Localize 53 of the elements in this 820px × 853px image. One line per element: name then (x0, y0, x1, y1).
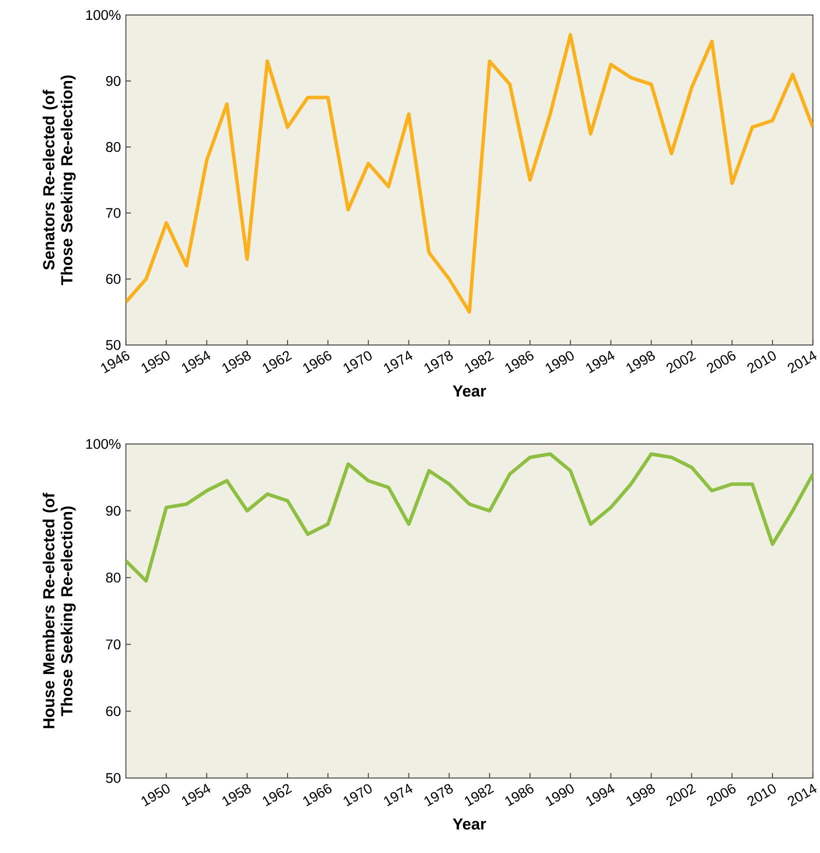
y-tick-label: 80 (106, 142, 121, 152)
x-tick-label: 1986 (505, 351, 534, 374)
x-tick-label: 1974 (384, 784, 412, 806)
line-series (126, 33, 813, 314)
line-series (126, 452, 813, 583)
x-tick-label: 1990 (546, 351, 574, 374)
y-axis-title: House Members Re-elected (of Those Seeking Re-election) (42, 492, 76, 728)
x-tick-label: 1998 (626, 351, 655, 374)
x-tick-label: 1990 (546, 784, 574, 806)
x-tick-label: 1982 (464, 351, 494, 374)
x-tick-label: 1962 (262, 351, 292, 374)
x-tick-label: 2002 (666, 784, 696, 806)
y-tick-label: 100% (86, 10, 121, 20)
y-tick-label: 50 (106, 773, 121, 783)
y-tick-label: 70 (106, 639, 121, 650)
y-tick-label: 60 (106, 274, 121, 284)
x-tick-label: 1946 (101, 351, 130, 374)
x-tick-label: 1954 (182, 350, 210, 374)
x-tick-label: 2006 (707, 784, 736, 806)
x-tick-label: 1962 (262, 784, 292, 806)
x-tick-label: 2006 (707, 351, 736, 374)
x-tick-label: 1958 (222, 351, 251, 374)
x-tick-label: 1966 (303, 351, 332, 374)
x-tick-label: 1974 (384, 350, 412, 374)
x-tick-label: 1950 (142, 351, 170, 374)
x-tick-label: 1950 (142, 784, 170, 806)
x-tick-label: 1982 (464, 784, 494, 806)
x-tick-label: 2002 (666, 351, 696, 374)
x-tick-label: 2010 (747, 351, 776, 374)
x-tick-label: 1954 (182, 784, 210, 806)
x-tick-label: 2014 (788, 784, 817, 806)
x-tick-label: 1994 (586, 784, 615, 806)
x-tick-label: 1958 (222, 784, 251, 806)
y-tick-label: 100% (86, 439, 121, 449)
x-tick-label: 1986 (505, 784, 534, 806)
y-tick-label: 70 (106, 208, 121, 218)
x-tick-label: 1970 (344, 784, 372, 806)
y-tick-label: 60 (106, 706, 121, 716)
x-tick-label: 1978 (424, 351, 453, 374)
x-axis-title: Year (452, 818, 486, 830)
x-tick-label: 1994 (586, 350, 615, 374)
y-tick-label: 90 (106, 76, 121, 86)
x-tick-label: 1966 (303, 784, 332, 806)
x-axis-title: Year (452, 385, 486, 397)
y-tick-label: 80 (106, 572, 121, 583)
x-tick-label: 2014 (788, 350, 817, 374)
x-tick-label: 1970 (344, 351, 372, 374)
y-tick-label: 90 (106, 506, 121, 516)
x-tick-label: 1978 (424, 784, 453, 806)
y-tick-label: 50 (106, 340, 121, 350)
x-tick-label: 2010 (747, 784, 776, 806)
x-tick-label: 1998 (626, 784, 655, 806)
y-axis-title: Senators Re-elected (of Those Seeking Re-election) (42, 75, 76, 286)
